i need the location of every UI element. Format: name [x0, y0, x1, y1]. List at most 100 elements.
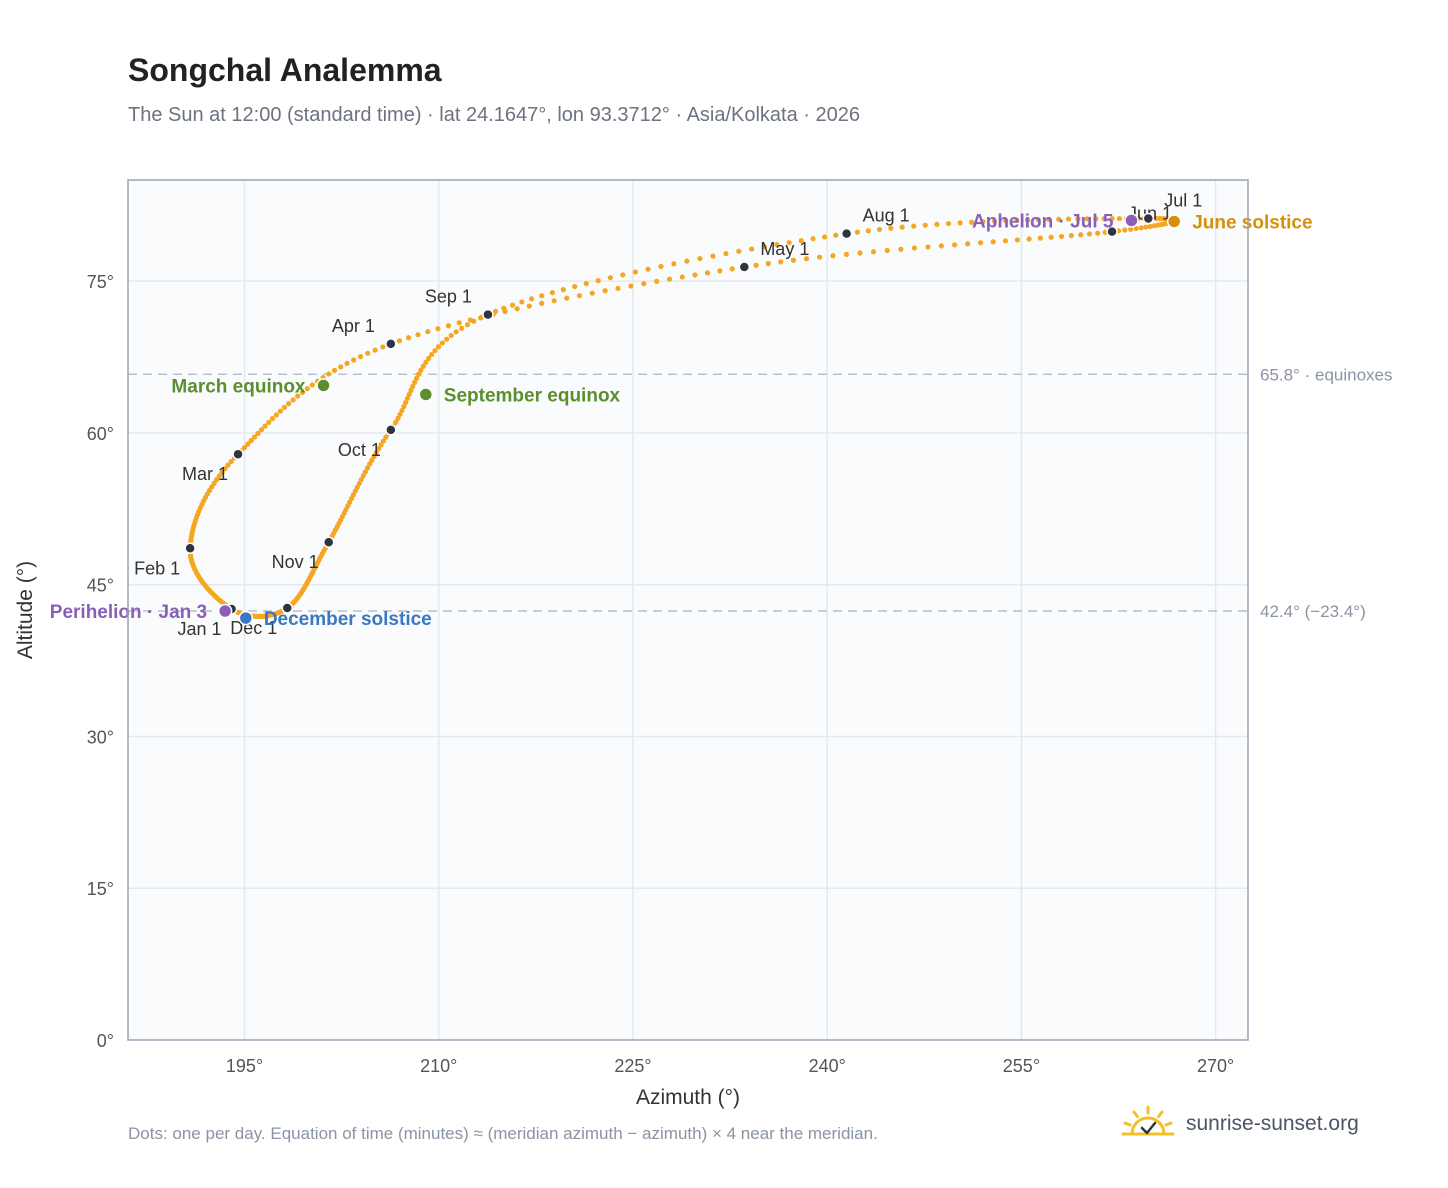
daily-sun-dot [528, 296, 535, 302]
daily-sun-dot [429, 351, 435, 358]
daily-sun-dot [493, 308, 499, 315]
daily-sun-dot [514, 306, 520, 312]
daily-sun-dot [1056, 216, 1062, 222]
daily-sun-dot [1109, 216, 1115, 222]
daily-sun-dot [723, 251, 729, 257]
month-marker [385, 338, 397, 350]
daily-sun-dot [373, 449, 379, 456]
y-tick-label: 15° [87, 879, 114, 899]
daily-sun-dot [632, 269, 638, 275]
daily-sun-dot [1003, 218, 1009, 224]
daily-sun-dot [817, 254, 823, 260]
daily-sun-dot [425, 329, 431, 335]
daily-sun-dot [413, 375, 420, 381]
daily-sun-dot [684, 258, 690, 264]
daily-sun-dot [952, 242, 958, 248]
daily-sun-dot [595, 278, 601, 284]
month-marker-label: Apr 1 [332, 316, 375, 336]
daily-sun-dot [549, 290, 555, 296]
y-axis-label: Altitude (°) [14, 561, 37, 659]
sun-check-icon [1121, 1105, 1175, 1136]
daily-sun-dot [922, 222, 928, 228]
plot-frame [127, 179, 1249, 1041]
daily-sun-dot [369, 457, 375, 463]
daily-sun-dot [295, 393, 301, 399]
daily-sun-dot [277, 408, 283, 414]
daily-sun-dot [1037, 235, 1043, 241]
daily-sun-dot [471, 318, 477, 324]
x-tick-label: 255° [1003, 1056, 1040, 1076]
daily-sun-dot [412, 379, 418, 385]
daily-sun-dot [222, 466, 228, 472]
daily-sun-dot [444, 336, 450, 342]
event-label: December solstice [264, 609, 432, 630]
daily-sun-dot [1084, 216, 1090, 222]
daily-sun-dot [934, 221, 940, 227]
daily-sun-dot [445, 323, 452, 329]
daily-sun-dot [262, 423, 268, 429]
brand[interactable]: sunrise-sunset.org [1120, 1104, 1359, 1144]
plot-background [128, 180, 1248, 1040]
daily-sun-dot [1045, 216, 1052, 223]
daily-sun-dot [286, 401, 292, 407]
daily-sun-dot [241, 444, 248, 451]
daily-sun-dot [830, 253, 836, 259]
daily-sun-dot [299, 389, 305, 395]
daily-sun-dot [991, 218, 998, 224]
daily-sun-dot [1075, 216, 1081, 222]
daily-sun-dot [576, 293, 583, 299]
month-marker-label: Jul 1 [1164, 190, 1202, 210]
month-marker-label: Sep 1 [425, 287, 472, 307]
daily-sun-dot [423, 359, 429, 365]
daily-sun-dot [380, 344, 386, 350]
daily-sun-dot [1065, 216, 1072, 222]
month-marker [1142, 212, 1155, 225]
event-marker [316, 378, 331, 393]
daily-sun-dot [1095, 230, 1101, 236]
daily-sun-dot [876, 226, 883, 233]
daily-sun-dot [1035, 217, 1041, 223]
month-marker [1106, 225, 1118, 238]
month-marker [840, 227, 853, 240]
daily-sun-dot [214, 477, 220, 483]
grid-lines [128, 180, 1248, 1040]
daily-sun-dot [899, 224, 905, 230]
daily-sun-dot [803, 256, 810, 262]
daily-sun-dot [564, 295, 570, 301]
y-tick-label: 45° [87, 576, 114, 596]
daily-sun-dot [416, 371, 422, 377]
month-marker-label: May 1 [760, 239, 809, 259]
daily-sun-dot [990, 239, 996, 245]
daily-sun-dot [1147, 223, 1153, 230]
daily-sun-dot [1093, 216, 1099, 222]
daily-sun-dot [509, 302, 516, 308]
chart-title: Songchal Analemma [128, 52, 442, 88]
footnote: Dots: one per day. Equation of time (min… [128, 1124, 878, 1143]
reference-line-label: 42.4° (−23.4°) [1260, 602, 1366, 621]
daily-sun-dot [572, 283, 578, 290]
daily-sun-dot [602, 288, 608, 294]
daily-sun-dot [786, 239, 792, 246]
daily-sun-dot [671, 261, 677, 267]
daily-sun-dot [854, 229, 860, 235]
daily-sun-dot [365, 350, 371, 356]
event-marker [217, 603, 233, 619]
daily-sun-dot [399, 407, 405, 414]
daily-sun-dot [965, 241, 971, 247]
month-marker [385, 424, 397, 436]
daily-sun-dot [304, 386, 310, 392]
daily-sun-dot [219, 469, 225, 476]
month-marker-label: Aug 1 [863, 206, 910, 226]
daily-sun-dot [778, 259, 784, 265]
event-marker [1124, 213, 1139, 228]
daily-sun-dot [351, 357, 357, 363]
event-marker [1166, 214, 1182, 229]
daily-sun-dot [589, 290, 595, 296]
daily-sun-dot [870, 249, 877, 255]
y-tick-label: 75° [87, 272, 114, 292]
daily-sun-dot [360, 473, 366, 479]
daily-sun-dot [464, 322, 471, 328]
daily-sun-dot [326, 371, 332, 377]
daily-sun-dot [393, 419, 399, 425]
